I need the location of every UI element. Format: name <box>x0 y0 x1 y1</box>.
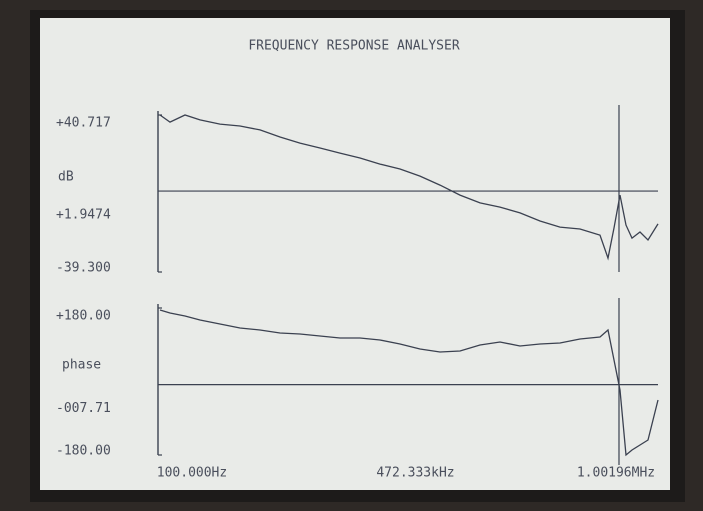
y-tick-label: +180.00 <box>56 309 111 324</box>
y-axis-label: dB <box>58 170 74 185</box>
screen <box>40 18 670 490</box>
y-tick-label: -180.00 <box>56 444 111 459</box>
y-tick-label: +40.717 <box>56 116 111 131</box>
y-axis-label: phase <box>62 358 101 373</box>
chart-title: FREQUENCY RESPONSE ANALYSER <box>248 39 459 54</box>
y-tick-label: -007.71 <box>56 401 111 416</box>
x-tick-label: 472.333kHz <box>376 466 454 481</box>
data-line <box>159 309 659 457</box>
x-tick-label: 1.00196MHz <box>577 466 655 481</box>
y-tick-label: -39.300 <box>56 261 111 276</box>
data-line <box>159 114 659 261</box>
x-tick-label: 100.000Hz <box>157 466 227 481</box>
y-tick-label: +1.9474 <box>56 208 111 223</box>
